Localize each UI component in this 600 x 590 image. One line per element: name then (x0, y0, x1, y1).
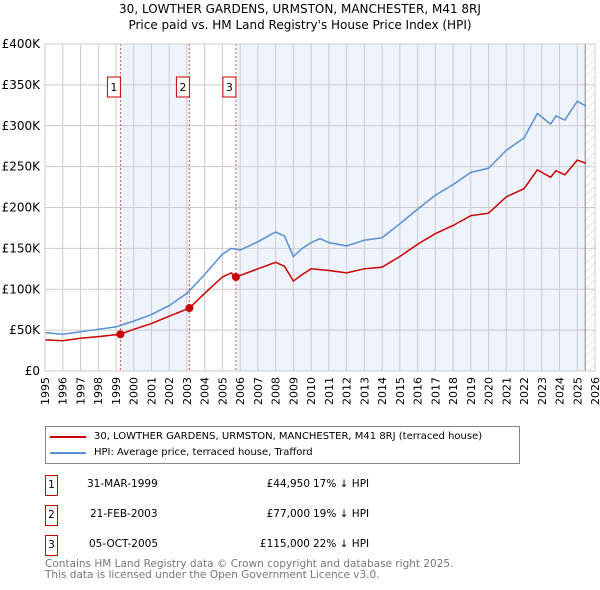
x-tick-label: 2001 (145, 377, 158, 405)
transaction-row: 2 21-FEB-2003 £77,000 19% ↓ HPI (45, 505, 445, 527)
x-tick-label: 2015 (394, 377, 407, 405)
transaction-hpi: 19% ↓ HPI (313, 508, 370, 520)
y-tick-label: £400K (2, 37, 42, 51)
sale-marker-box (222, 76, 237, 98)
y-tick-label: £50K (9, 323, 41, 337)
x-tick-label: 1997 (74, 377, 87, 405)
x-tick-label: 2017 (429, 377, 442, 405)
x-tick-label: 2005 (216, 377, 229, 405)
y-tick-label: £200K (2, 201, 42, 215)
footer-copyright: Contains HM Land Registry data © Crown c… (45, 558, 454, 570)
transaction-date: 05-OCT-2005 (89, 538, 158, 550)
y-tick-label: £0 (25, 364, 40, 378)
x-tick-label: 2022 (518, 377, 531, 405)
transaction-price: £44,950 (266, 478, 310, 490)
sale-marker-box (106, 76, 121, 98)
x-tick-label: 2016 (412, 377, 425, 405)
y-tick-label: £300K (2, 119, 42, 133)
plot-border (44, 43, 596, 372)
transaction-hpi: 17% ↓ HPI (313, 478, 370, 490)
x-tick-label: 2023 (536, 377, 549, 405)
x-tick-label: 2007 (252, 377, 265, 405)
x-tick-label: 2026 (589, 377, 600, 405)
legend-swatch-hpi (50, 451, 86, 454)
legend-label-property: 30, LOWTHER GARDENS, URMSTON, MANCHESTER… (94, 431, 483, 442)
x-tick-label: 2000 (128, 377, 141, 405)
transaction-price: £115,000 (259, 538, 310, 550)
sale-marker-box (175, 76, 190, 98)
sale-point (185, 304, 194, 313)
x-tick-label: 2012 (341, 377, 354, 405)
sale-marker-label: 3 (226, 81, 233, 94)
legend-label-hpi: HPI: Average price, terraced house, Traf… (94, 447, 313, 458)
legend-swatch-property (50, 435, 86, 438)
x-tick-label: 2024 (554, 377, 567, 405)
footer: Contains HM Land Registry data © Crown c… (45, 559, 453, 581)
y-tick-label: £250K (2, 160, 42, 174)
series-line (44, 159, 587, 342)
x-tick-label: 1996 (57, 377, 70, 405)
x-tick-label: 1999 (110, 377, 123, 405)
x-tick-label: 2008 (270, 377, 283, 405)
x-tick-label: 2004 (199, 377, 212, 405)
x-tick-label: 2010 (305, 377, 318, 405)
transaction-marker: 2 (45, 505, 58, 526)
x-tick-label: 2003 (181, 377, 194, 405)
transaction-date: 31-MAR-1999 (87, 478, 158, 490)
sale-point (116, 330, 125, 339)
footer-licence: This data is licensed under the Open Gov… (45, 569, 380, 581)
transaction-marker: 3 (45, 535, 58, 556)
x-tick-label: 2002 (163, 377, 176, 405)
x-tick-label: 2011 (323, 377, 336, 405)
transaction-price: £77,000 (266, 508, 310, 520)
x-tick-label: 2009 (287, 377, 300, 405)
legend: 30, LOWTHER GARDENS, URMSTON, MANCHESTER… (45, 426, 520, 464)
y-tick-label: £100K (2, 282, 42, 296)
x-tick-label: 2020 (483, 377, 496, 405)
y-tick-label: £150K (2, 241, 42, 255)
sale-marker-label: 2 (179, 81, 186, 94)
x-tick-label: 2018 (447, 377, 460, 405)
transaction-row: 3 05-OCT-2005 £115,000 22% ↓ HPI (45, 535, 445, 557)
chart-title: 30, LOWTHER GARDENS, URMSTON, MANCHESTER… (119, 2, 481, 16)
transaction-marker: 1 (45, 475, 58, 496)
x-tick-label: 2019 (465, 377, 478, 405)
transaction-date: 21-FEB-2003 (90, 508, 158, 520)
x-tick-label: 2013 (358, 377, 371, 405)
x-tick-label: 2014 (376, 377, 389, 405)
transaction-row: 1 31-MAR-1999 £44,950 17% ↓ HPI (45, 475, 445, 497)
x-tick-label: 2021 (500, 377, 513, 405)
sale-marker-label: 1 (110, 81, 117, 94)
sale-point (231, 272, 240, 281)
series-line (44, 100, 587, 335)
price-chart: 1995 1996 1997 1998 1999 2000 2001 2002 2003 2004… (2, 37, 600, 405)
x-tick-label: 1995 (39, 377, 52, 405)
x-tick-label: 2025 (571, 377, 584, 405)
x-tick-label: 1998 (92, 377, 105, 405)
x-tick-label: 2006 (234, 377, 247, 405)
y-tick-label: £350K (2, 78, 42, 92)
transaction-hpi: 22% ↓ HPI (313, 538, 370, 550)
chart-subtitle: Price paid vs. HM Land Registry's House … (128, 18, 472, 32)
